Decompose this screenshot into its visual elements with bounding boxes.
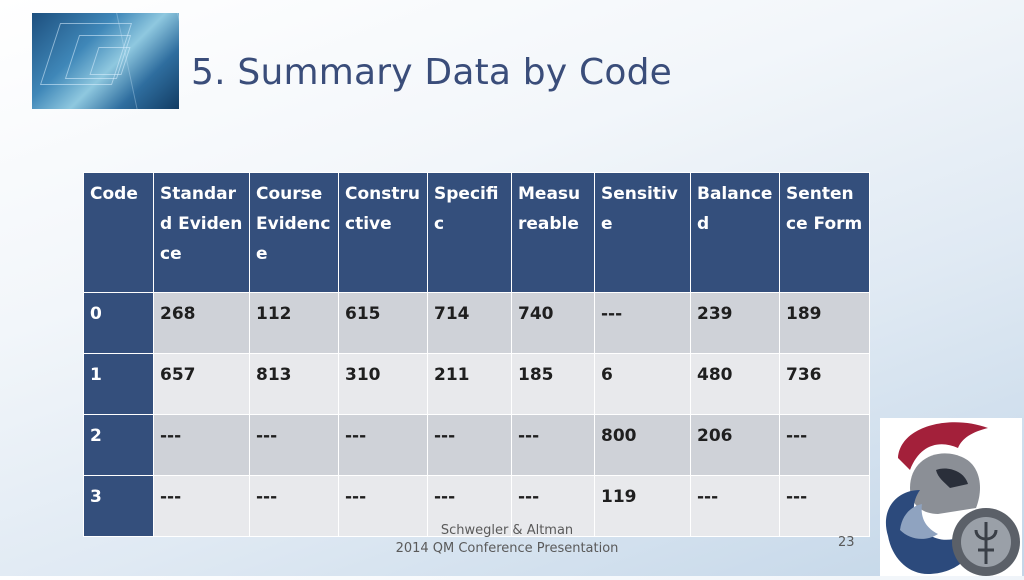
table-row: 1 657 813 310 211 185 6 480 736 — [83, 353, 870, 415]
cell-standard-evidence: --- — [153, 475, 250, 537]
glass-building-photo — [32, 13, 179, 109]
cell-sentence-form: 189 — [779, 292, 870, 354]
cell-sensitive: --- — [594, 292, 691, 354]
header-measureable: Measureable — [511, 172, 595, 293]
cell-sensitive: 6 — [594, 353, 691, 415]
cell-course-evidence: --- — [249, 475, 339, 537]
header-constructive: Constructive — [338, 172, 428, 293]
cell-specific: --- — [427, 414, 512, 476]
cell-measureable: 185 — [511, 353, 595, 415]
cell-standard-evidence: 268 — [153, 292, 250, 354]
footer-conference: 2014 QM Conference Presentation — [395, 541, 619, 556]
cell-sentence-form: --- — [779, 475, 870, 537]
page-number: 23 — [838, 535, 855, 550]
cell-code: 3 — [83, 475, 154, 537]
summary-table: Code Standard Evidence Course Evidence C… — [83, 172, 870, 537]
footer-credit: Schwegler & Altman 2014 QM Conference Pr… — [380, 522, 634, 558]
table-header-row: Code Standard Evidence Course Evidence C… — [83, 172, 870, 293]
cell-code: 0 — [83, 292, 154, 354]
table-row: 3 --- --- --- --- --- 119 --- --- — [83, 475, 870, 537]
cell-code: 2 — [83, 414, 154, 476]
cell-balanced: 239 — [690, 292, 780, 354]
footer-authors: Schwegler & Altman — [440, 523, 574, 538]
cell-constructive: 615 — [338, 292, 428, 354]
slide-title: 5. Summary Data by Code — [191, 52, 672, 93]
cell-sentence-form: 736 — [779, 353, 870, 415]
cell-standard-evidence: 657 — [153, 353, 250, 415]
header-sentence-form: Sentence Form — [779, 172, 870, 293]
cell-measureable: --- — [511, 414, 595, 476]
header-sensitive: Sensitive — [594, 172, 691, 293]
cell-standard-evidence: --- — [153, 414, 250, 476]
table-row: 0 268 112 615 714 740 --- 239 189 — [83, 292, 870, 354]
cell-balanced: --- — [690, 475, 780, 537]
cell-specific: 211 — [427, 353, 512, 415]
table-row: 2 --- --- --- --- --- 800 206 --- — [83, 414, 870, 476]
header-specific: Specific — [427, 172, 512, 293]
header-course-evidence: Course Evidence — [249, 172, 339, 293]
cell-code: 1 — [83, 353, 154, 415]
cell-balanced: 206 — [690, 414, 780, 476]
cell-course-evidence: --- — [249, 414, 339, 476]
cell-measureable: --- — [511, 475, 595, 537]
trojan-warrior-logo — [880, 418, 1022, 576]
header-balanced: Balanced — [690, 172, 780, 293]
trojan-helmet-icon — [885, 422, 1020, 576]
cell-specific: 714 — [427, 292, 512, 354]
cell-measureable: 740 — [511, 292, 595, 354]
cell-sensitive: 800 — [594, 414, 691, 476]
cell-constructive: 310 — [338, 353, 428, 415]
cell-balanced: 480 — [690, 353, 780, 415]
cell-course-evidence: 813 — [249, 353, 339, 415]
cell-specific: --- — [427, 475, 512, 537]
header-standard-evidence: Standard Evidence — [153, 172, 250, 293]
cell-sentence-form: --- — [779, 414, 870, 476]
header-code: Code — [83, 172, 154, 293]
cell-constructive: --- — [338, 414, 428, 476]
cell-sensitive: 119 — [594, 475, 691, 537]
cell-constructive: --- — [338, 475, 428, 537]
cell-course-evidence: 112 — [249, 292, 339, 354]
